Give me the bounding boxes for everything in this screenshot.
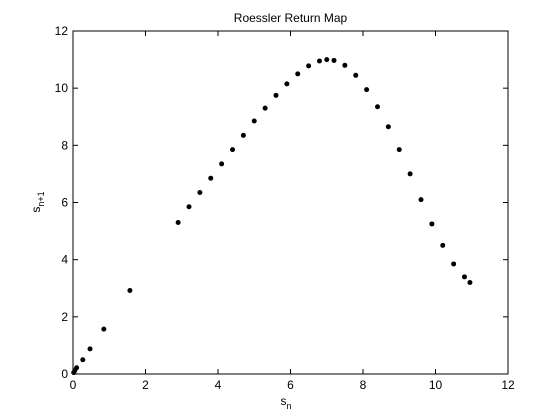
data-point <box>197 189 203 195</box>
data-point <box>87 346 93 352</box>
data-point <box>80 357 86 363</box>
x-tick-label: 8 <box>360 378 367 392</box>
x-tick-label: 2 <box>142 378 149 392</box>
y-axis-label: sn+1 <box>29 191 46 212</box>
data-point <box>364 87 370 93</box>
points-layer <box>71 57 473 376</box>
y-tick-label: 6 <box>61 196 68 210</box>
plot-area <box>73 31 508 374</box>
data-point <box>418 197 424 203</box>
data-point <box>462 274 467 280</box>
data-point <box>375 104 380 110</box>
data-point <box>208 175 214 181</box>
data-point <box>353 72 359 78</box>
y-tick-label: 8 <box>61 138 68 152</box>
x-axis-label-subscript: n <box>286 401 291 411</box>
chart-title: Roessler Return Map <box>234 11 348 25</box>
data-point <box>284 81 290 87</box>
data-point <box>251 118 257 124</box>
data-point <box>429 221 435 227</box>
data-point <box>407 171 413 177</box>
x-axis-label-base: s <box>280 394 286 408</box>
y-axis-label-subscript: n+1 <box>36 191 46 206</box>
y-axis-label-base: s <box>29 207 43 213</box>
data-point <box>230 147 235 153</box>
data-point <box>440 242 446 248</box>
data-point <box>317 58 322 64</box>
data-point <box>396 147 402 153</box>
x-axis-label: sn <box>280 394 291 411</box>
y-tick-label: 4 <box>61 253 68 267</box>
data-point <box>127 288 133 294</box>
x-tick-label: 4 <box>215 378 222 392</box>
data-point <box>219 161 225 167</box>
x-tick-label: 6 <box>287 378 294 392</box>
y-tick-label: 2 <box>61 310 68 324</box>
data-point <box>324 57 330 63</box>
data-point <box>451 261 457 267</box>
data-point <box>273 92 279 98</box>
x-tick-label: 12 <box>501 378 515 392</box>
data-point <box>331 57 337 63</box>
data-point <box>262 105 268 111</box>
data-point <box>101 326 107 332</box>
data-point <box>385 124 391 130</box>
y-tick-label: 10 <box>55 81 69 95</box>
data-point <box>306 63 312 69</box>
x-tick-label: 0 <box>70 378 77 392</box>
data-point <box>467 280 473 286</box>
data-point <box>342 62 348 68</box>
y-tick-label: 0 <box>61 367 68 381</box>
y-tick-label: 12 <box>55 24 69 38</box>
x-tick-label: 10 <box>429 378 443 392</box>
data-point <box>175 220 181 226</box>
data-point <box>240 132 246 138</box>
data-point <box>74 365 80 371</box>
data-point <box>186 204 192 210</box>
data-point <box>295 71 301 77</box>
ticks-layer: 0 2 4 6 8 10 12 0 2 4 6 8 10 12 <box>55 24 515 392</box>
